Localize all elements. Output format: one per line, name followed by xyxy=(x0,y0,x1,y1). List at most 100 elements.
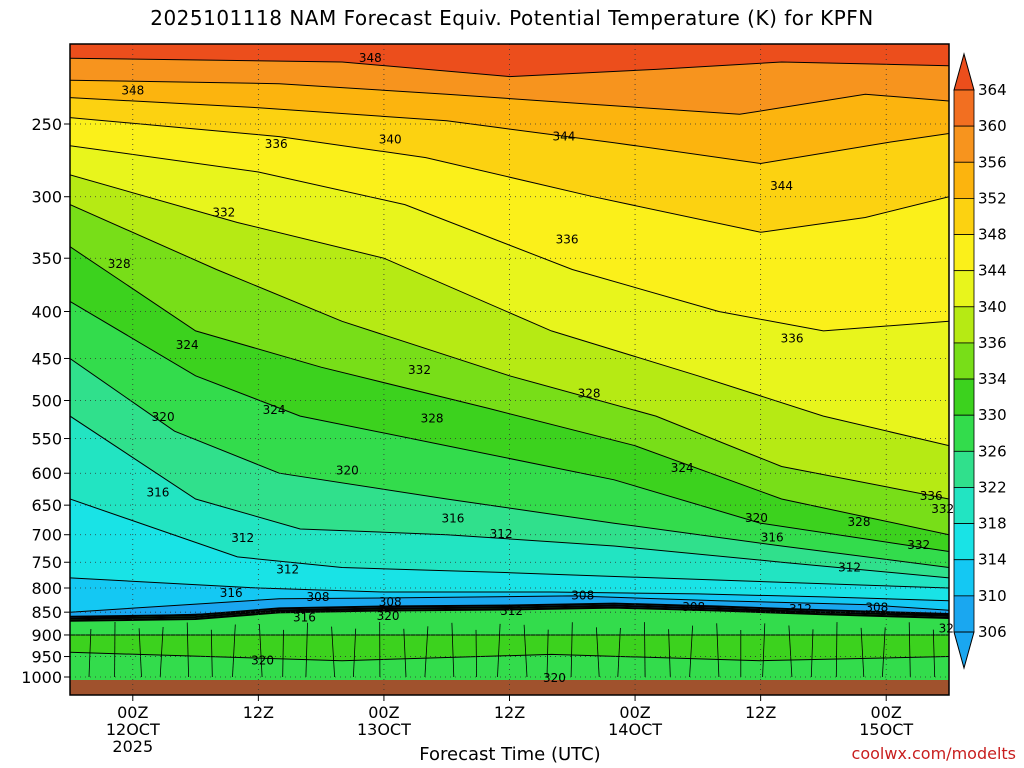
colorbar-swatch xyxy=(953,523,975,561)
contour-label: 348 xyxy=(359,51,382,65)
boundary-layer-contour xyxy=(475,629,477,678)
y-tick-label: 700 xyxy=(31,526,62,545)
theta-e-bands xyxy=(70,44,949,695)
boundary-layer-contour xyxy=(210,629,213,678)
x-axis-label: Forecast Time (UTC) xyxy=(419,744,601,765)
contour-lines xyxy=(70,57,949,678)
boundary-layer-contour xyxy=(232,624,236,678)
x-tick-label: 12Z xyxy=(243,703,274,722)
colorbar-arrow-bottom xyxy=(953,631,975,670)
colorbar-swatch xyxy=(953,414,975,452)
boundary-layer-contour xyxy=(523,624,528,678)
boundary-layer-contour xyxy=(403,628,407,678)
chart-title: 2025101118 NAM Forecast Equiv. Potential… xyxy=(150,6,874,30)
contour-line xyxy=(70,595,949,613)
contour-label: 308 xyxy=(379,595,402,609)
contour-line xyxy=(70,79,949,115)
contour-line xyxy=(70,415,949,579)
contour-label: 308 xyxy=(682,600,705,614)
contour-label: 316 xyxy=(293,610,316,624)
boundary-layer-contour xyxy=(617,627,621,678)
y-tick-label: 400 xyxy=(31,302,62,321)
ground-strip xyxy=(70,680,949,695)
contour-label: 336 xyxy=(265,137,288,151)
boundary-layer-contour xyxy=(860,627,865,678)
contour-line xyxy=(70,246,949,536)
boundary-layer-contour xyxy=(762,623,766,678)
inversion-contour xyxy=(70,604,949,620)
contour-label: 320 xyxy=(152,410,175,424)
boundary-layer-contour xyxy=(788,625,793,678)
colorbar-swatch xyxy=(953,342,975,380)
contour-line xyxy=(70,498,949,589)
contour-label: 320 xyxy=(543,671,566,685)
y-tick-label: 900 xyxy=(31,626,62,645)
y-tick-label: 450 xyxy=(31,349,62,368)
contour-label: 328 xyxy=(421,411,444,425)
colorbar-swatch xyxy=(953,487,975,525)
colorbar-label: 318 xyxy=(978,515,1007,533)
y-tick-label: 300 xyxy=(31,188,62,207)
colorbar-label: 306 xyxy=(978,623,1007,641)
contour-label: 316 xyxy=(146,486,169,500)
boundary-layer-contour xyxy=(451,622,455,678)
colorbar-label: 348 xyxy=(978,226,1007,244)
boundary-layer-contour xyxy=(546,629,549,678)
y-tick-label: 350 xyxy=(31,249,62,268)
colorbar-label: 344 xyxy=(978,262,1007,280)
credit-text: coolwx.com/modelts xyxy=(851,744,1016,763)
colorbar-swatch xyxy=(953,595,975,633)
boundary-layer-contour xyxy=(497,623,501,678)
colorbar-swatch xyxy=(953,234,975,272)
boundary-layer-contour xyxy=(138,628,142,678)
y-tick-label: 800 xyxy=(31,579,62,598)
colorbar-label: 334 xyxy=(978,370,1007,388)
boundary-layer-contour xyxy=(644,622,646,678)
inversion-contour xyxy=(70,602,949,618)
contour-label: 348 xyxy=(121,84,144,98)
contour-line xyxy=(70,300,949,552)
colorbar-label: 356 xyxy=(978,153,1007,171)
contour-line xyxy=(70,57,949,78)
boundary-layer-contour xyxy=(810,629,814,678)
contour-label: 328 xyxy=(578,386,601,400)
y-axis: 250 300 350 400 450 500 550 600 650 700 750 800 850 9… xyxy=(21,115,70,687)
x-tick-label: 2025 xyxy=(112,737,153,756)
x-tick-label: 14OCT xyxy=(608,720,662,739)
colorbar-label: 314 xyxy=(978,551,1007,569)
colorbar-swatch xyxy=(953,197,975,235)
boundary-layer-contour xyxy=(716,623,720,678)
boundary-layer-contour xyxy=(932,629,936,678)
contour-label: 312 xyxy=(838,561,861,575)
x-tick-label: 00Z xyxy=(117,703,148,722)
y-tick-label: 850 xyxy=(31,603,62,622)
colorbar-label: 340 xyxy=(978,298,1007,316)
colorbar-label: 364 xyxy=(978,81,1007,99)
contour-line xyxy=(70,174,949,447)
contour-label: 332 xyxy=(907,538,930,552)
contour-label: 320 xyxy=(251,654,274,668)
contour-label: 320 xyxy=(336,464,359,478)
contour-label: 336 xyxy=(781,331,804,345)
contour-label: 308 xyxy=(307,590,330,604)
colorbar: 364 360 356 352 348 344 340 336 334 330 326 322 318 3… xyxy=(953,52,1007,670)
colorbar-swatch xyxy=(953,450,975,488)
contour-label: 324 xyxy=(263,403,286,417)
colorbar-swatch xyxy=(953,125,975,163)
colorbar-swatch xyxy=(953,89,975,127)
boundary-layer-contour xyxy=(159,626,164,678)
contour-label: 332 xyxy=(408,363,431,377)
grid-lines xyxy=(70,44,949,695)
contour-line xyxy=(70,651,949,662)
boundary-layer-contour xyxy=(882,627,886,678)
colorbar-arrow-top xyxy=(953,52,975,91)
colorbar-label: 322 xyxy=(978,478,1007,496)
contour-label: 312 xyxy=(500,604,523,618)
colorbar-label: 330 xyxy=(978,406,1007,424)
x-tick-label: 12OCT xyxy=(106,720,160,739)
x-tick-label: 13OCT xyxy=(357,720,411,739)
colorbar-swatch xyxy=(953,161,975,199)
x-tick-label: 12Z xyxy=(494,703,525,722)
